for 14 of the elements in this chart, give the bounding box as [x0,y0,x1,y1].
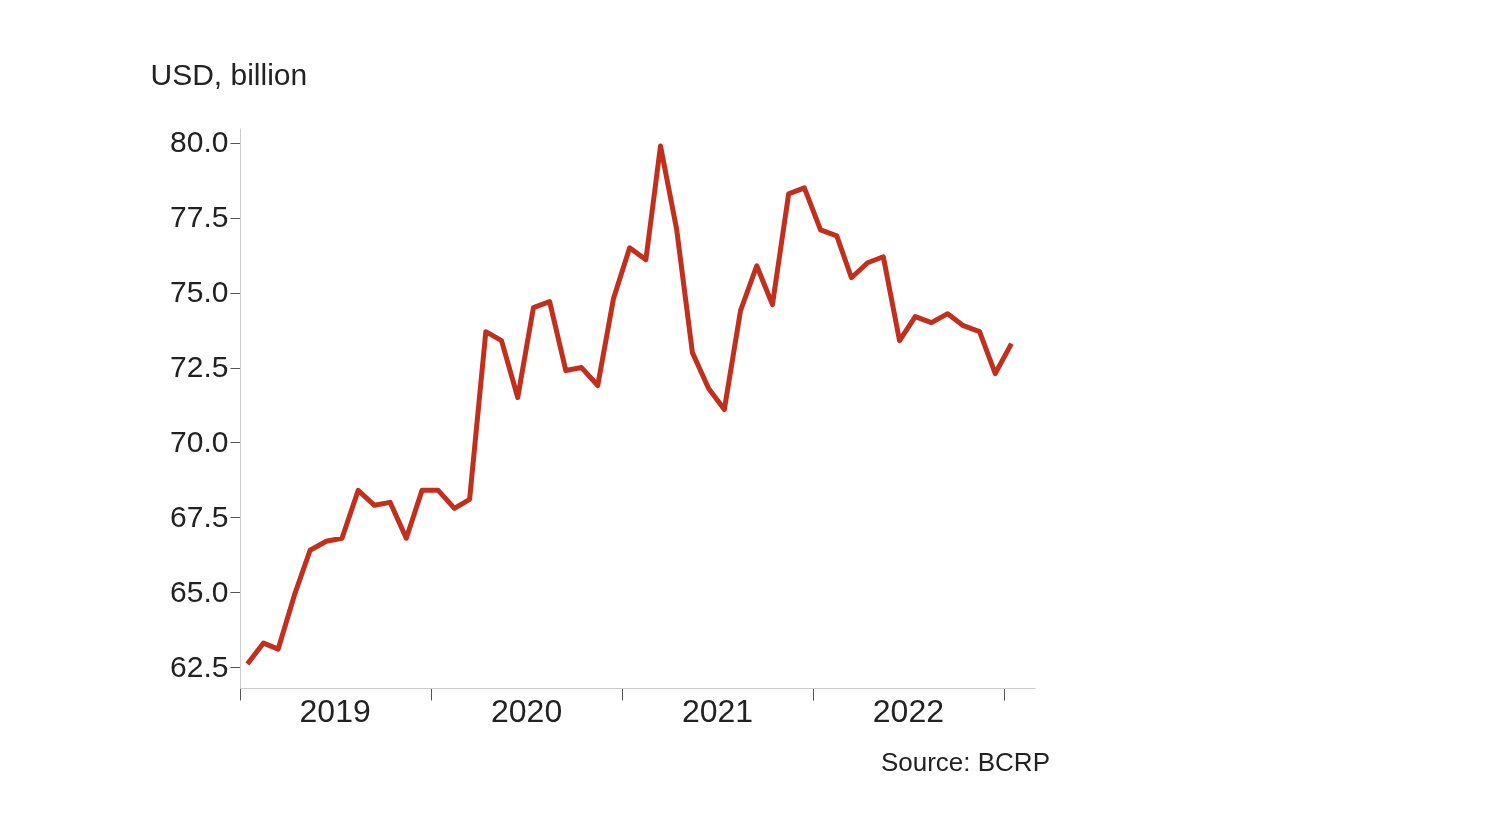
y-tick-label: 67.5 [170,499,229,533]
y-axis-title: USD, billion [150,57,308,91]
x-tick-label: 2022 [872,692,944,729]
x-tick-label: 2020 [491,692,563,729]
y-tick-label: 77.5 [170,200,229,234]
y-tick-label: 62.5 [170,649,229,683]
x-tick-label: 2021 [681,692,754,729]
y-tick-label: 65.0 [170,574,229,608]
y-tick-label: 70.0 [170,424,229,458]
y-tick-label: 75.0 [170,275,229,309]
y-tick-label: 72.5 [170,350,229,384]
x-tick-label: 2019 [299,692,371,729]
y-tick-label: 80.0 [170,125,229,159]
source-note: Source: BCRP [880,747,1050,777]
